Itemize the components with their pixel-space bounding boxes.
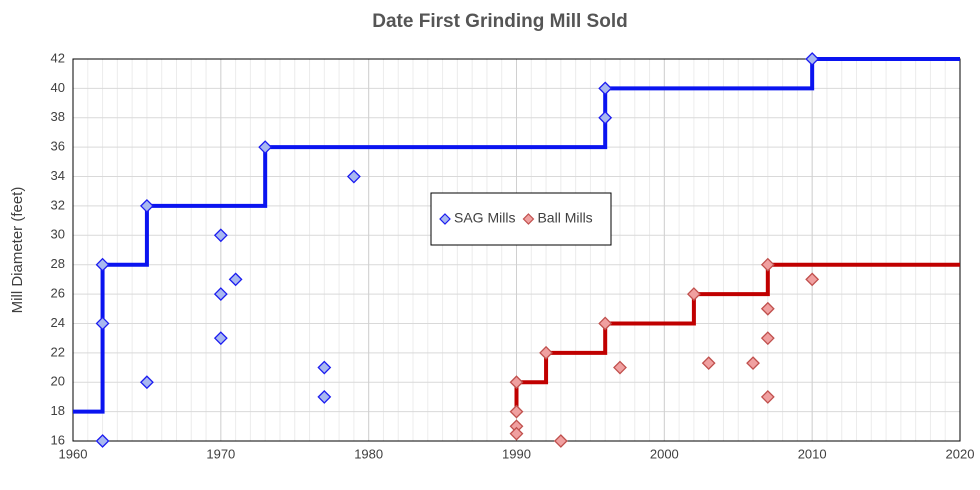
legend: SAG Mills Ball Mills (430, 192, 612, 246)
y-tick-label: 20 (51, 374, 65, 389)
y-tick-label: 24 (51, 315, 65, 330)
x-tick-label: 2020 (946, 446, 975, 461)
data-point (509, 375, 524, 390)
y-tick-label: 34 (51, 168, 65, 183)
data-point (258, 140, 273, 155)
y-tick-label: 40 (51, 80, 65, 95)
y-tick-label: 26 (51, 286, 65, 301)
data-point (139, 375, 154, 390)
x-tick-label: 1990 (502, 446, 531, 461)
y-tick-label: 30 (51, 227, 65, 242)
data-point (213, 331, 228, 346)
data-point (805, 272, 820, 287)
y-tick-label: 42 (51, 50, 65, 65)
x-tick-label: 2000 (650, 446, 679, 461)
y-tick-label: 22 (51, 344, 65, 359)
x-tick-label: 1960 (59, 446, 88, 461)
data-point (805, 52, 820, 66)
y-tick-label: 36 (51, 139, 65, 154)
legend-marker (522, 213, 535, 225)
data-point (95, 434, 110, 448)
legend-label: SAG Mills (454, 210, 515, 226)
y-tick-label: 38 (51, 109, 65, 124)
x-tick-label: 2010 (798, 446, 827, 461)
data-point (213, 287, 228, 301)
data-point (760, 331, 775, 346)
data-point (598, 316, 613, 331)
x-tick-label: 1970 (206, 446, 235, 461)
data-point (346, 169, 361, 184)
data-point (539, 345, 553, 360)
y-tick-label: 16 (51, 432, 65, 447)
data-point (686, 287, 701, 301)
data-point (760, 301, 775, 316)
chart-title: Date First Grinding Mill Sold (372, 11, 627, 32)
y-tick-label: 32 (51, 197, 65, 212)
legend-label: Ball Mills (537, 210, 592, 226)
legend-box (430, 192, 612, 246)
data-point (317, 390, 332, 404)
data-point (228, 272, 243, 287)
data-point (598, 81, 613, 96)
y-tick-label: 28 (51, 256, 65, 271)
y-axis-title: Mill Diameter (feet) (9, 187, 26, 314)
data-point (95, 257, 110, 272)
data-point (760, 390, 775, 404)
data-point (139, 199, 154, 213)
data-point (509, 404, 524, 419)
step-line (73, 57, 960, 414)
legend-marker (439, 213, 451, 225)
data-point (613, 360, 627, 375)
data-point (213, 228, 228, 243)
data-point (598, 110, 613, 125)
data-point (95, 316, 110, 331)
data-point (746, 356, 760, 371)
data-point (553, 434, 568, 448)
x-tick-label: 1980 (354, 446, 383, 461)
y-tick-label: 18 (51, 403, 65, 418)
plot-frame (72, 58, 961, 442)
data-point (760, 257, 775, 272)
data-point (701, 356, 716, 371)
data-point (509, 426, 524, 441)
data-point (317, 360, 332, 375)
